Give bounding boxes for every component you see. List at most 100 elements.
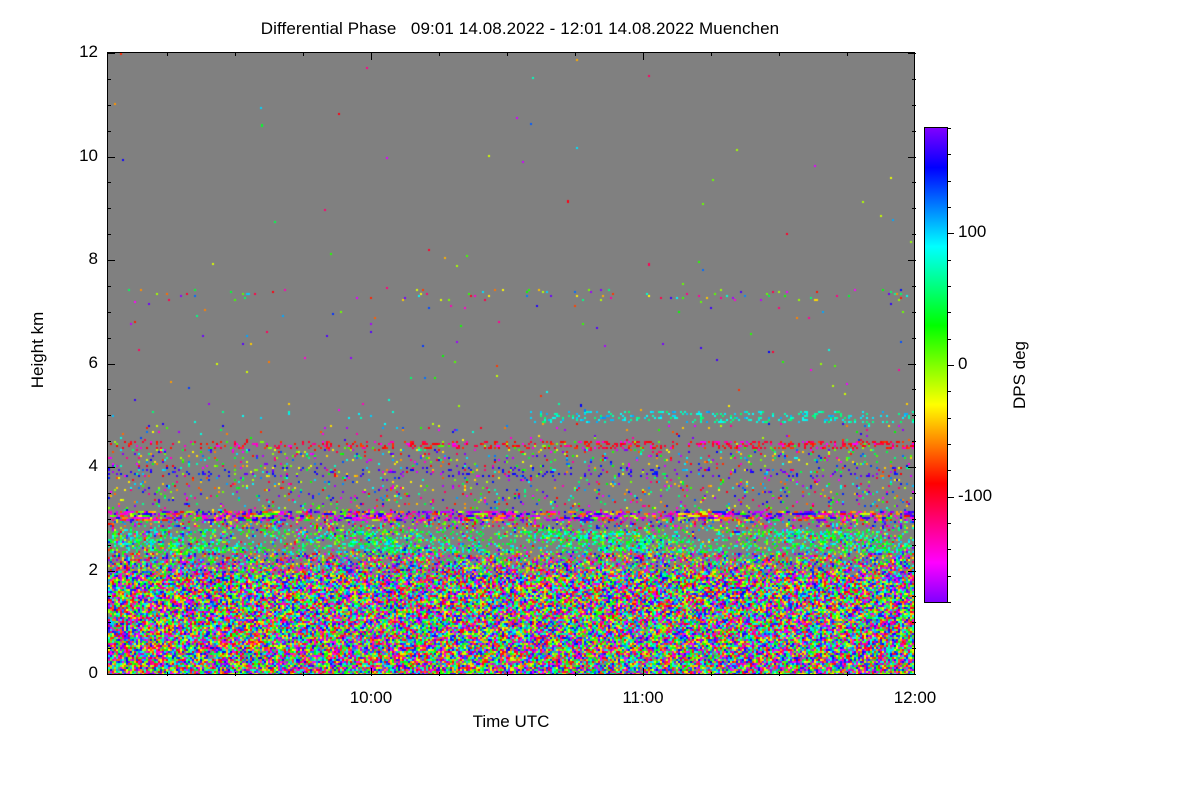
y-tick-minor [912, 493, 916, 494]
y-tick-minor [107, 415, 111, 416]
y-tick-minor [107, 208, 111, 209]
x-axis-title: Time UTC [472, 712, 550, 731]
colorbar-tick-minor [947, 549, 951, 550]
x-tick-minor [303, 52, 304, 56]
colorbar-tick-minor [947, 576, 951, 577]
y-tick-minor [912, 596, 916, 597]
colorbar-tick-minor [947, 602, 951, 603]
y-tick-minor [912, 286, 916, 287]
y-tick-minor [107, 338, 111, 339]
y-tick-minor [912, 545, 916, 546]
y-tick-minor [912, 519, 916, 520]
colorbar-tick-major [947, 233, 954, 234]
x-tick-minor [711, 52, 712, 56]
y-tick-major [908, 571, 916, 572]
y-tick-minor [912, 182, 916, 183]
y-tick-minor [107, 622, 111, 623]
y-tick-minor [912, 105, 916, 106]
x-tick-minor [575, 672, 576, 676]
x-tick-minor [235, 672, 236, 676]
colorbar-tick-minor [947, 418, 951, 419]
colorbar-tick-minor [947, 181, 951, 182]
x-tick-minor [439, 672, 440, 676]
y-tick-minor [107, 105, 111, 106]
y-tick-minor [912, 234, 916, 235]
y-tick-major [908, 157, 916, 158]
x-tick-minor [167, 672, 168, 676]
y-tick-minor [107, 389, 111, 390]
y-tick-label: 0 [88, 663, 98, 682]
x-tick-minor [575, 52, 576, 56]
y-tick-major [908, 260, 916, 261]
colorbar-tick-minor [947, 312, 951, 313]
page-title: Differential Phase 09:01 14.08.2022 - 12… [260, 19, 780, 38]
y-tick-major [908, 674, 916, 675]
y-tick-minor [912, 79, 916, 80]
y-tick-minor [107, 648, 111, 649]
y-tick-minor [912, 208, 916, 209]
y-tick-minor [107, 286, 111, 287]
colorbar-tick-minor [947, 128, 951, 129]
y-tick-minor [912, 131, 916, 132]
colorbar-tick-minor [947, 523, 951, 524]
colorbar-tick-minor [947, 286, 951, 287]
x-tick-minor [303, 672, 304, 676]
y-tick-major [908, 364, 916, 365]
y-tick-minor [107, 441, 111, 442]
x-tick-minor [235, 52, 236, 56]
colorbar-tick-minor [947, 260, 951, 261]
y-tick-minor [912, 648, 916, 649]
x-tick-major [643, 52, 644, 60]
y-tick-major [107, 571, 115, 572]
y-tick-minor [107, 312, 111, 313]
colorbar-tick-label: 100 [958, 222, 987, 242]
y-tick-minor [107, 596, 111, 597]
x-tick-label: 11:00 [622, 688, 664, 707]
colorbar-title: DPS deg [1010, 340, 1029, 410]
x-tick-minor [167, 52, 168, 56]
y-tick-label: 8 [88, 249, 98, 268]
y-tick-minor [912, 415, 916, 416]
y-axis-title: Height km [28, 311, 47, 389]
heatmap-data-canvas [108, 53, 914, 674]
colorbar-gradient [925, 128, 947, 602]
x-tick-major [371, 668, 372, 676]
x-tick-label: 12:00 [893, 688, 937, 707]
x-tick-minor [779, 672, 780, 676]
y-tick-minor [107, 519, 111, 520]
colorbar-tick-label: -100 [958, 485, 993, 505]
colorbar-tick-minor [947, 207, 951, 208]
x-tick-major [643, 668, 644, 676]
x-tick-minor [847, 672, 848, 676]
y-tick-minor [912, 338, 916, 339]
y-tick-minor [912, 441, 916, 442]
y-tick-label: 12 [79, 42, 98, 61]
y-tick-minor [107, 234, 111, 235]
y-tick-minor [107, 493, 111, 494]
y-tick-major [107, 467, 115, 468]
y-tick-major [107, 157, 115, 158]
y-tick-minor [107, 79, 111, 80]
y-tick-major [107, 364, 115, 365]
y-tick-label: 2 [88, 559, 98, 579]
x-tick-minor [711, 672, 712, 676]
heatmap-plot-area [107, 52, 915, 675]
y-tick-major [908, 53, 916, 54]
y-tick-major [107, 674, 115, 675]
x-tick-minor [779, 52, 780, 56]
y-tick-major [908, 467, 916, 468]
x-tick-minor [507, 672, 508, 676]
colorbar-tick-label: 0 [958, 354, 968, 373]
y-tick-label: 10 [79, 145, 98, 165]
x-tick-minor [507, 52, 508, 56]
y-tick-minor [107, 131, 111, 132]
x-tick-major [371, 52, 372, 60]
colorbar-tick-major [947, 497, 954, 498]
x-tick-label: 10:00 [349, 688, 393, 707]
x-tick-minor [439, 52, 440, 56]
colorbar-tick-minor [947, 470, 951, 471]
colorbar-tick-minor [947, 154, 951, 155]
colorbar-tick-minor [947, 444, 951, 445]
y-tick-minor [912, 389, 916, 390]
